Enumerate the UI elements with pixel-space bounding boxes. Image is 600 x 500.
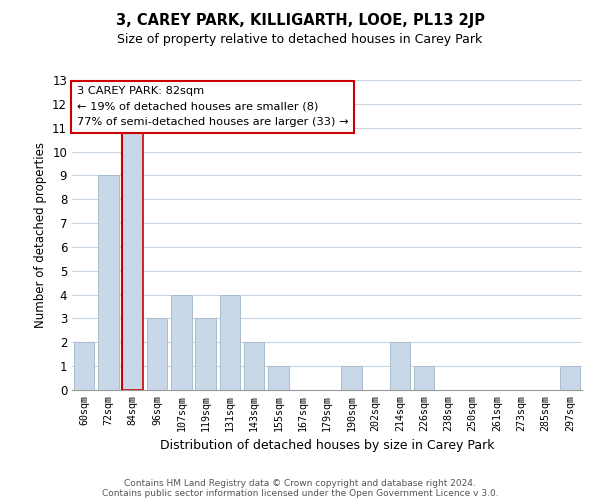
Bar xyxy=(414,366,434,390)
Bar xyxy=(74,342,94,390)
Bar xyxy=(171,294,191,390)
X-axis label: Distribution of detached houses by size in Carey Park: Distribution of detached houses by size … xyxy=(160,439,494,452)
Bar xyxy=(560,366,580,390)
Text: 3 CAREY PARK: 82sqm
← 19% of detached houses are smaller (8)
77% of semi-detache: 3 CAREY PARK: 82sqm ← 19% of detached ho… xyxy=(77,86,349,128)
Text: Size of property relative to detached houses in Carey Park: Size of property relative to detached ho… xyxy=(118,32,482,46)
Bar xyxy=(220,294,240,390)
Bar xyxy=(98,176,119,390)
Y-axis label: Number of detached properties: Number of detached properties xyxy=(34,142,47,328)
Bar xyxy=(122,128,143,390)
Bar xyxy=(341,366,362,390)
Text: Contains HM Land Registry data © Crown copyright and database right 2024.: Contains HM Land Registry data © Crown c… xyxy=(124,478,476,488)
Text: Contains public sector information licensed under the Open Government Licence v : Contains public sector information licen… xyxy=(101,488,499,498)
Bar xyxy=(195,318,216,390)
Bar xyxy=(268,366,289,390)
Bar xyxy=(389,342,410,390)
Bar xyxy=(244,342,265,390)
Bar xyxy=(146,318,167,390)
Text: 3, CAREY PARK, KILLIGARTH, LOOE, PL13 2JP: 3, CAREY PARK, KILLIGARTH, LOOE, PL13 2J… xyxy=(115,12,485,28)
